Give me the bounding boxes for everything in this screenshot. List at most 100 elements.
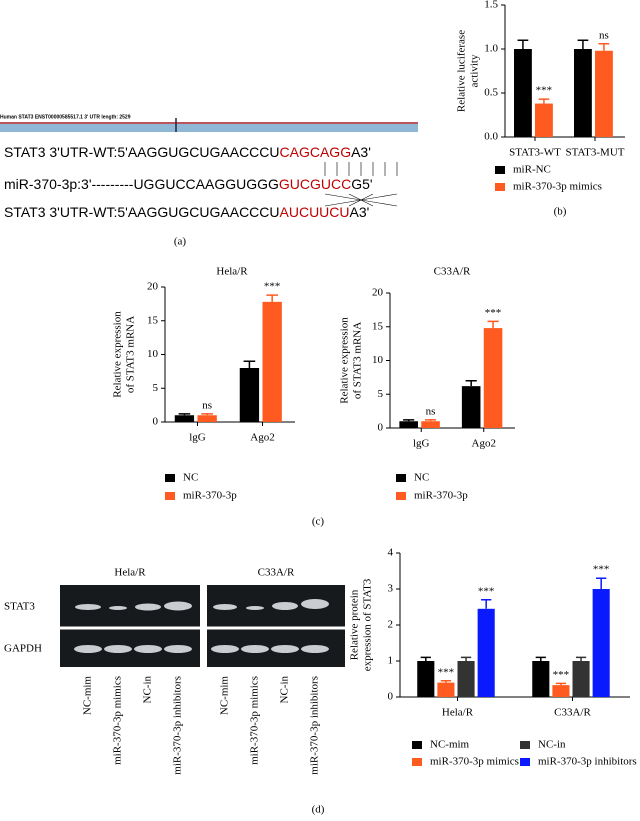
sequence-part: CAGCAGG bbox=[280, 144, 352, 160]
bar bbox=[532, 661, 550, 697]
lane-label: miR-370-3p mimics bbox=[249, 676, 261, 765]
y-tick-label: 15 bbox=[147, 314, 159, 326]
y-tick-label: 10 bbox=[147, 348, 159, 360]
sequence-line: STAT3 3'UTR-WT:5'AAGGUGCUGAACCCUCAGCAGGA… bbox=[4, 144, 371, 160]
y-tick-label: 0.0 bbox=[484, 131, 498, 143]
y-tick-label: 20 bbox=[372, 287, 384, 299]
error-bar bbox=[424, 419, 437, 422]
bar bbox=[174, 415, 195, 422]
annotation: *** bbox=[264, 281, 281, 293]
error-bar bbox=[481, 599, 492, 609]
bar bbox=[514, 49, 532, 137]
legend-label: NC bbox=[414, 472, 429, 484]
y-tick-label: 5 bbox=[378, 388, 384, 400]
chart-title: Hela/R bbox=[216, 266, 248, 278]
error-bar bbox=[596, 577, 607, 589]
sequence-part: AUCUUCU bbox=[280, 204, 350, 220]
legend-swatch bbox=[495, 183, 505, 191]
legend-swatch bbox=[412, 741, 422, 749]
sequence-part: G5' bbox=[351, 176, 372, 192]
x-tick-label: Ago2 bbox=[250, 432, 274, 444]
annotation: ns bbox=[599, 29, 609, 41]
y-tick-label: 15 bbox=[372, 320, 384, 332]
legend-label: NC-mim bbox=[430, 739, 470, 751]
legend-swatch bbox=[520, 758, 530, 766]
error-bar bbox=[517, 39, 529, 49]
utr-bar bbox=[0, 122, 418, 132]
sequence-part: GUCGUCC bbox=[279, 176, 351, 192]
error-bar bbox=[598, 42, 610, 51]
blot-row: GAPDH bbox=[4, 643, 42, 655]
annotation: *** bbox=[438, 666, 455, 678]
y-axis-label: Relative expression bbox=[112, 311, 124, 398]
error-bar bbox=[201, 413, 213, 416]
legend-swatch bbox=[396, 474, 406, 482]
blot-group: C33A/R bbox=[258, 567, 295, 579]
panel-label: (c) bbox=[312, 516, 325, 528]
y-tick-label: 2 bbox=[388, 619, 394, 631]
error-bar bbox=[487, 320, 499, 329]
y-tick-label: 1.5 bbox=[484, 0, 498, 11]
sequence-line: STAT3 3'UTR-WT:5'AAGGUGCUGAACCCUAUCUUCUA… bbox=[4, 204, 369, 220]
annotation: ns bbox=[426, 405, 436, 417]
y-tick-label: 0 bbox=[388, 691, 394, 703]
legend-label: miR-370-3p mimics bbox=[430, 756, 519, 768]
lane-label: NC-mim bbox=[82, 676, 94, 716]
x-tick-label: STAT3-MUT bbox=[565, 147, 624, 159]
error-bar bbox=[420, 656, 431, 661]
y-tick-label: 0 bbox=[153, 416, 159, 428]
annotation: *** bbox=[536, 85, 553, 97]
lane-label: miR-370-3p inhibitors bbox=[309, 676, 321, 775]
legend-swatch bbox=[412, 758, 422, 766]
annotation: *** bbox=[478, 585, 495, 597]
lane-label: NC-in bbox=[279, 676, 291, 704]
chart-title: C33A/R bbox=[434, 266, 471, 278]
y-tick-label: 3 bbox=[388, 583, 394, 595]
y-tick-label: 1 bbox=[388, 655, 394, 667]
y-tick-label: 0 bbox=[378, 422, 384, 434]
error-bar bbox=[465, 380, 477, 387]
y-axis-label: Relative protein bbox=[349, 589, 361, 660]
panel-label: (b) bbox=[554, 206, 567, 218]
panel-label: (a) bbox=[174, 236, 187, 248]
sequence-line: miR-370-3p:3'---------UGGUCCAAGGUGGGGUCG… bbox=[4, 176, 373, 192]
legend-label: NC-in bbox=[538, 739, 566, 751]
sequence-part: STAT3 3'UTR-WT:5'AAGGUGCUGAACCCU bbox=[4, 144, 280, 160]
bar bbox=[574, 49, 592, 137]
bar bbox=[437, 682, 455, 697]
x-tick-label: lgG bbox=[413, 438, 430, 450]
legend-label: miR-370-3p bbox=[414, 490, 468, 502]
y-axis-label: of STAT3 mRNA bbox=[125, 316, 137, 393]
y-tick-label: 5 bbox=[153, 382, 159, 394]
bar bbox=[399, 421, 418, 428]
lane-label: miR-370-3p mimics bbox=[112, 676, 124, 765]
blot-row: STAT3 bbox=[4, 601, 35, 613]
legend-swatch bbox=[165, 492, 175, 500]
bar bbox=[595, 50, 613, 138]
bar bbox=[262, 301, 282, 422]
x-tick-label: lgG bbox=[189, 432, 206, 444]
y-axis-label: expression of STAT3 bbox=[362, 578, 374, 671]
bar bbox=[457, 661, 475, 697]
blot-group: Hela/R bbox=[114, 567, 146, 579]
error-bar bbox=[266, 294, 278, 302]
lane-label: NC-mim bbox=[219, 676, 231, 716]
error-bar bbox=[460, 656, 472, 661]
error-bar bbox=[403, 419, 415, 422]
legend-swatch bbox=[495, 166, 505, 174]
annotation: *** bbox=[485, 307, 502, 319]
error-bar bbox=[555, 682, 567, 686]
x-tick-label: Hela/R bbox=[442, 707, 474, 719]
lane-label: miR-370-3p inhibitors bbox=[172, 676, 184, 775]
lane-label: NC-in bbox=[142, 676, 154, 704]
error-bar bbox=[575, 656, 587, 661]
annotation: *** bbox=[593, 564, 610, 576]
error-bar bbox=[538, 98, 550, 104]
bar bbox=[552, 685, 570, 697]
legend-label: NC bbox=[183, 472, 198, 484]
error-bar bbox=[243, 360, 256, 368]
error-bar bbox=[577, 39, 589, 49]
bar bbox=[421, 421, 440, 428]
y-tick-label: 4 bbox=[388, 547, 394, 559]
y-tick-label: 0.5 bbox=[484, 87, 498, 99]
